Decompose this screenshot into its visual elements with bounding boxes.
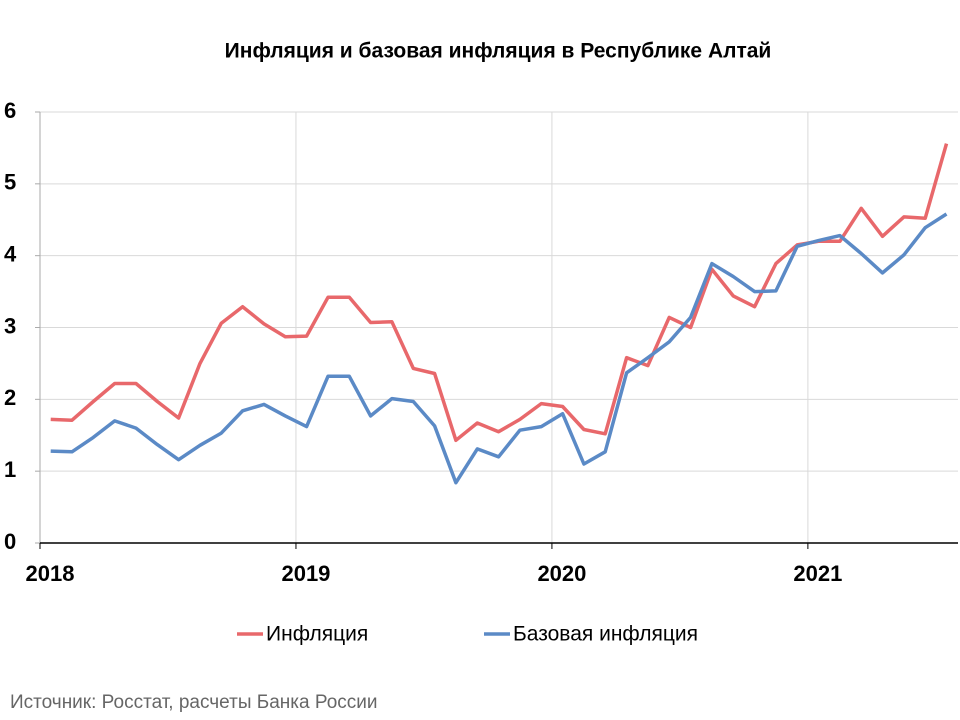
y-tick-label: 2 — [4, 385, 16, 410]
y-tick-label: 3 — [4, 313, 16, 338]
source-note: Источник: Росстат, расчеты Банка России — [10, 692, 378, 713]
chart-title: Инфляция и базовая инфляция в Республике… — [225, 40, 772, 63]
x-tick-label: 2019 — [281, 561, 330, 586]
y-tick-label: 4 — [4, 241, 17, 266]
x-tick-label: 2021 — [793, 561, 842, 586]
x-tick-label: 2020 — [537, 561, 586, 586]
legend-label: Инфляция — [266, 623, 368, 646]
legend-label: Базовая инфляция — [513, 623, 698, 646]
y-tick-label: 1 — [4, 457, 16, 482]
y-tick-label: 0 — [4, 529, 16, 554]
series-line — [50, 212, 948, 485]
y-tick-label: 5 — [4, 170, 16, 195]
series-line — [50, 143, 949, 443]
x-tick-label: 2018 — [26, 561, 75, 586]
y-tick-label: 6 — [4, 98, 16, 123]
